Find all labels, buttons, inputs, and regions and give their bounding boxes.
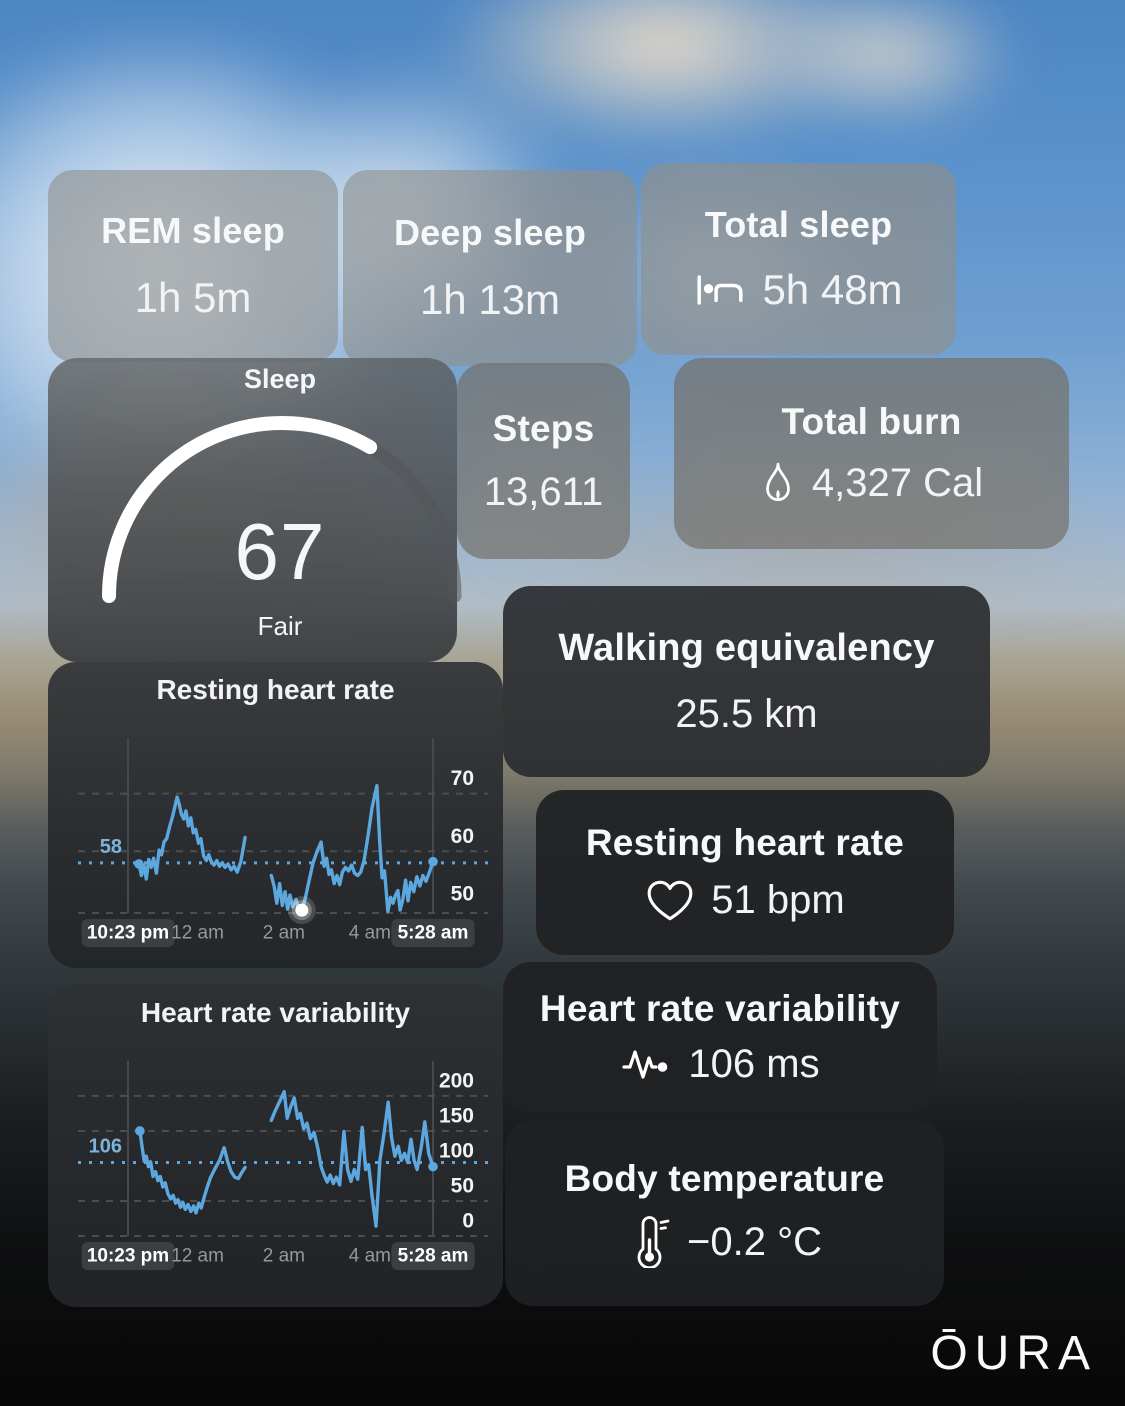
resting-heart-rate-card[interactable]: Resting heart rate 51 bpm xyxy=(536,790,954,955)
resting-heart-rate-chart-title: Resting heart rate xyxy=(156,674,395,705)
svg-text:5:28 am: 5:28 am xyxy=(398,1246,469,1267)
walking-equivalency-title: Walking equivalency xyxy=(558,626,935,669)
sleep-gauge-title: Sleep xyxy=(243,364,317,394)
total-burn-title: Total burn xyxy=(781,400,962,442)
hrv-value: 106 ms xyxy=(688,1041,820,1086)
svg-text:60: 60 xyxy=(451,825,474,848)
body-temperature-title: Body temperature xyxy=(564,1158,885,1199)
total-sleep-card[interactable]: Total sleep 5h 48m xyxy=(641,163,956,355)
oura-logo: ŌURA xyxy=(930,1327,1097,1380)
svg-text:12 am: 12 am xyxy=(171,923,224,944)
hrv-chart-card[interactable]: Heart rate variability 0 50 100 150 200 106 10… xyxy=(48,985,503,1307)
body-temperature-value: −0.2 °C xyxy=(687,1219,822,1264)
bed-icon xyxy=(694,273,746,307)
steps-value: 13,611 xyxy=(483,469,604,514)
resting-heart-rate-chart-card[interactable]: Resting heart rate 50 60 70 58 10:23 pm 12 am… xyxy=(48,662,503,968)
svg-text:100: 100 xyxy=(439,1139,474,1162)
svg-text:106: 106 xyxy=(89,1135,122,1157)
hrv-title: Heart rate variability xyxy=(539,987,901,1029)
resting-heart-rate-title: Resting heart rate xyxy=(585,821,905,863)
steps-card[interactable]: Steps 13,611 xyxy=(457,363,630,559)
svg-text:4 am: 4 am xyxy=(349,923,391,944)
steps-title: Steps xyxy=(492,407,595,449)
body-temperature-card[interactable]: Body temperature −0.2 °C xyxy=(505,1120,944,1306)
rem-sleep-card[interactable]: REM sleep 1h 5m xyxy=(48,170,338,362)
hrv-card[interactable]: Heart rate variability 106 ms xyxy=(503,962,937,1112)
thermometer-icon xyxy=(627,1216,671,1268)
cloud-decoration xyxy=(760,0,1020,130)
total-burn-value: 4,327 Cal xyxy=(811,461,984,505)
total-burn-card[interactable]: Total burn 4,327 Cal xyxy=(674,358,1069,549)
svg-text:2 am: 2 am xyxy=(263,1246,305,1267)
svg-text:4 am: 4 am xyxy=(349,1246,391,1267)
heart-icon xyxy=(645,878,695,924)
svg-text:70: 70 xyxy=(451,767,474,790)
svg-text:150: 150 xyxy=(439,1104,474,1127)
hrv-chart[interactable]: 0 50 100 150 200 106 10:23 pm 12 am 2 am 4 am 5:28… xyxy=(48,985,503,1307)
deep-sleep-value: 1h 13m xyxy=(419,276,561,323)
total-sleep-title: Total sleep xyxy=(704,204,893,245)
svg-text:50: 50 xyxy=(451,882,474,905)
svg-text:10:23 pm: 10:23 pm xyxy=(87,1246,169,1267)
svg-text:0: 0 xyxy=(462,1210,474,1233)
resting-heart-rate-chart[interactable]: 50 60 70 58 10:23 pm 12 am 2 am 4 am 5:28 am xyxy=(48,662,503,968)
rem-sleep-value: 1h 5m xyxy=(134,274,252,321)
svg-text:58: 58 xyxy=(100,836,122,858)
svg-text:50: 50 xyxy=(451,1174,474,1197)
deep-sleep-card[interactable]: Deep sleep 1h 13m xyxy=(343,170,637,366)
resting-heart-rate-value: 51 bpm xyxy=(711,878,845,922)
svg-text:12 am: 12 am xyxy=(171,1246,224,1267)
sleep-score-card[interactable]: Sleep 67 Fair xyxy=(48,358,462,662)
sleep-score-value: 67 xyxy=(234,507,326,596)
pulse-icon xyxy=(620,1045,672,1083)
hrv-chart-title: Heart rate variability xyxy=(140,997,411,1028)
rem-sleep-title: REM sleep xyxy=(101,210,285,251)
svg-text:10:23 pm: 10:23 pm xyxy=(87,923,169,944)
sleep-score-gauge xyxy=(102,416,462,603)
svg-text:200: 200 xyxy=(439,1069,474,1092)
flame-icon xyxy=(760,461,796,507)
svg-text:2 am: 2 am xyxy=(263,923,305,944)
walking-equivalency-card[interactable]: Walking equivalency 25.5 km xyxy=(503,586,990,777)
sleep-score-label: Fair xyxy=(257,611,303,641)
cloud-decoration xyxy=(430,0,900,150)
deep-sleep-title: Deep sleep xyxy=(393,212,587,253)
svg-text:5:28 am: 5:28 am xyxy=(398,923,469,944)
total-sleep-value: 5h 48m xyxy=(762,266,903,313)
walking-equivalency-value: 25.5 km xyxy=(675,691,818,736)
